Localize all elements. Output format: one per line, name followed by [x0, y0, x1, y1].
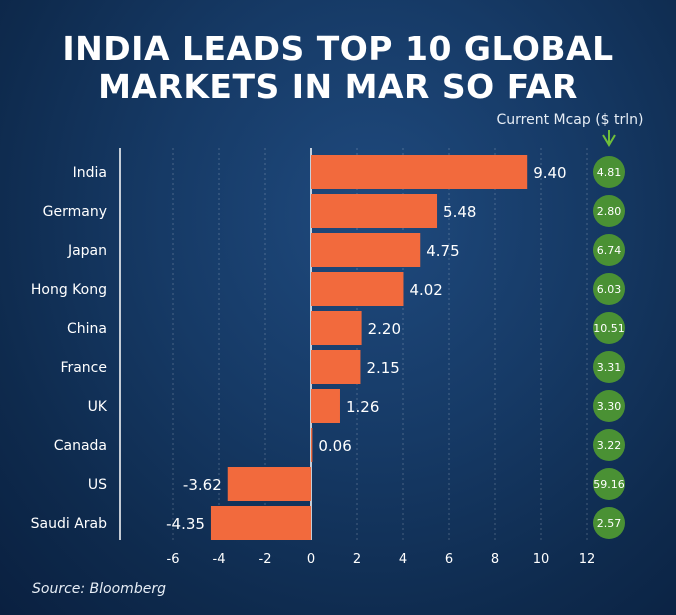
mcap-value: 6.03 [597, 283, 622, 296]
x-tick-label: 0 [307, 552, 315, 567]
bar [311, 350, 361, 384]
bar [311, 155, 528, 189]
bars-group [210, 155, 528, 540]
mcap-value: 2.57 [597, 517, 622, 530]
bar [210, 506, 311, 540]
mcap-badge [593, 234, 625, 266]
bar [227, 467, 311, 501]
x-tick-label: 12 [579, 552, 596, 567]
category-label: Saudi Arab [31, 516, 107, 532]
value-label: -4.35 [166, 515, 205, 533]
bar [311, 233, 421, 267]
x-tick-label: 2 [353, 552, 361, 567]
mcap-value: 2.80 [597, 205, 622, 218]
mcap-value: 3.31 [597, 361, 622, 374]
x-tick-label: 10 [533, 552, 550, 567]
title-line-2: MARKETS IN MAR SO FAR [98, 67, 578, 106]
mcap-value: 59.16 [593, 478, 625, 491]
value-label: 4.75 [426, 242, 459, 260]
x-tick-label: -4 [213, 552, 226, 567]
mcap-badge [593, 507, 625, 539]
category-label: Germany [43, 204, 107, 220]
value-label: 2.15 [366, 359, 399, 377]
mcap-badge [593, 351, 625, 383]
category-label: UK [88, 399, 108, 415]
category-label: US [88, 477, 107, 493]
value-label: 4.02 [409, 281, 442, 299]
mcap-value: 4.81 [597, 166, 622, 179]
x-tick-label: -2 [259, 552, 272, 567]
value-label: -3.62 [183, 476, 222, 494]
x-tick-label: -6 [167, 552, 180, 567]
value-label: 9.40 [533, 164, 566, 182]
mcap-badge [593, 390, 625, 422]
mcap-badge [593, 273, 625, 305]
value-label: 1.26 [346, 398, 379, 416]
source-note: Source: Bloomberg [32, 581, 166, 597]
x-tick-label: 8 [491, 552, 499, 567]
mcap-column: 4.81 2.80 6.74 6.03 10.51 3.31 3.30 3.22 59.16 2.… [593, 130, 625, 539]
mcap-value: 3.22 [597, 439, 622, 452]
mcap-badge [593, 468, 625, 500]
mcap-value: 6.74 [597, 244, 622, 257]
value-label: 2.20 [368, 320, 401, 338]
mcap-badge [593, 195, 625, 227]
mcap-column-header: Current Mcap ($ trln) [496, 112, 644, 128]
mcap-value: 10.51 [593, 322, 625, 335]
category-label: China [67, 321, 107, 337]
arrow-down-icon [602, 134, 616, 147]
bar [311, 272, 404, 306]
category-label: Hong Kong [31, 282, 107, 298]
value-label: 5.48 [443, 203, 476, 221]
chart-title: INDIA LEADS TOP 10 GLOBAL MARKETS IN MAR… [0, 30, 676, 106]
bar [311, 389, 340, 423]
title-line-1: INDIA LEADS TOP 10 GLOBAL [62, 29, 614, 68]
x-tick-labels: -6 -4 -2 0 2 4 6 8 10 12 [167, 552, 596, 567]
category-label: Canada [54, 438, 107, 454]
value-label: 0.06 [318, 437, 351, 455]
mcap-value: 3.30 [597, 400, 622, 413]
bar [311, 311, 362, 345]
category-labels: India Germany Japan Hong Kong China France UK C… [31, 165, 108, 532]
bar [311, 428, 313, 462]
x-tick-label: 4 [399, 552, 407, 567]
bar [311, 194, 438, 228]
mcap-badge [593, 312, 625, 344]
category-label: Japan [67, 243, 107, 259]
x-tick-label: 6 [445, 552, 453, 567]
mcap-badge [593, 429, 625, 461]
category-label: France [60, 360, 107, 376]
value-labels: 9.40 5.48 4.75 4.02 2.20 2.15 1.26 0.06 -3.62 -4.… [166, 164, 566, 533]
mcap-badge [593, 156, 625, 188]
category-label: India [73, 165, 107, 181]
